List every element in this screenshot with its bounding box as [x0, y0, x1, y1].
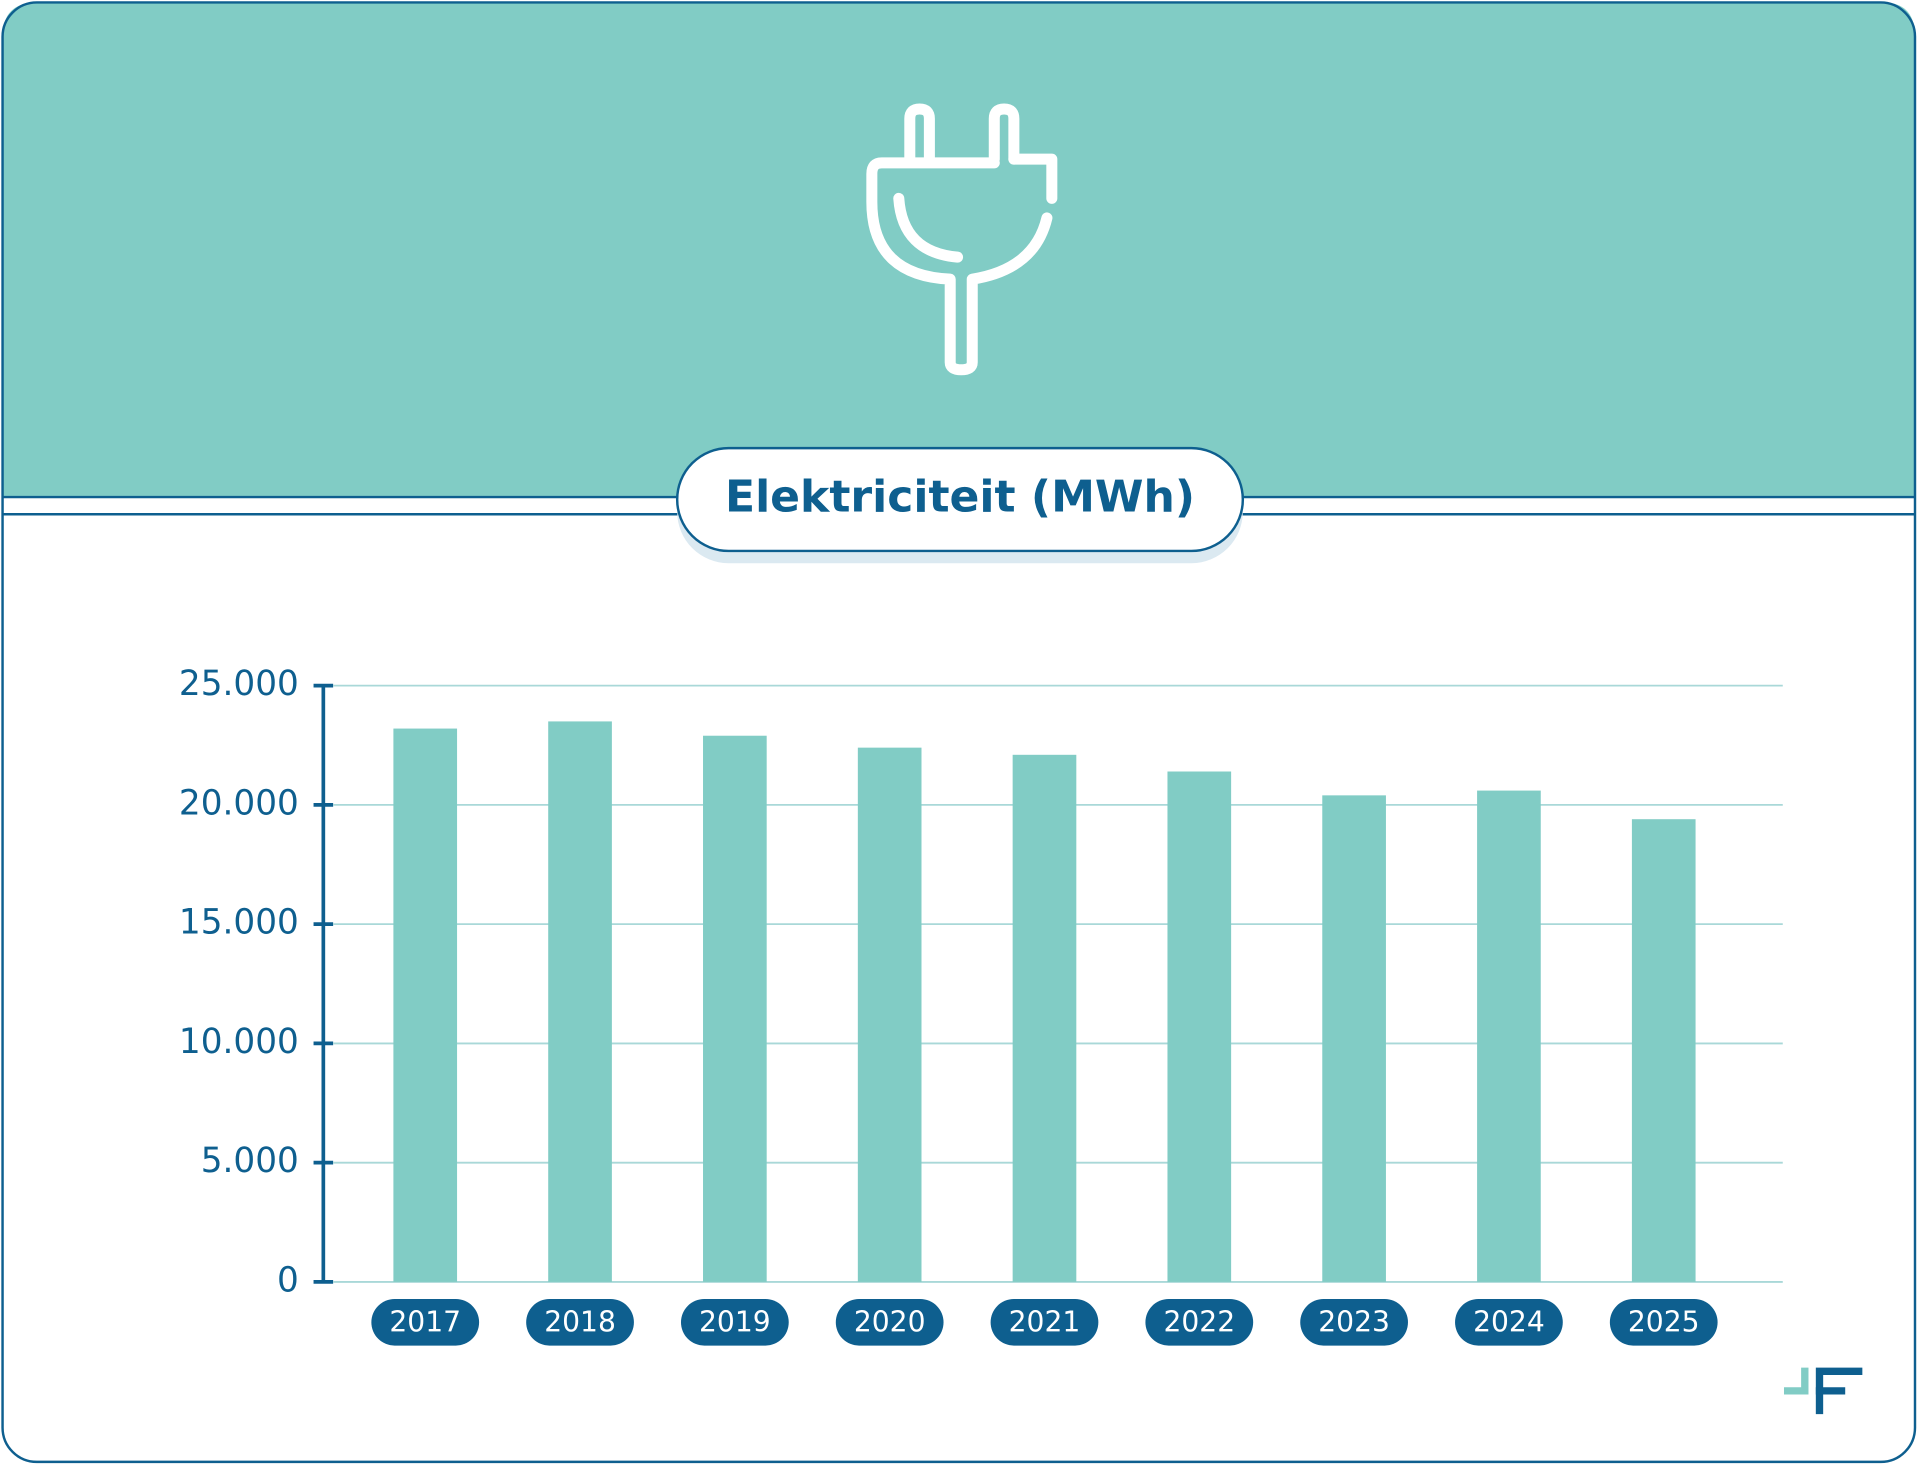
title-pill	[675, 446, 1245, 553]
y-tick-label: 20.000	[179, 783, 299, 823]
x-tick-label: 2024	[1473, 1306, 1545, 1339]
bar	[1167, 771, 1232, 1282]
header-band	[2, 2, 1915, 498]
x-label-pill	[1300, 1299, 1408, 1346]
chart-title: Elektriciteit (MWh)	[725, 472, 1195, 523]
bar	[1012, 754, 1077, 1282]
x-label-pill	[526, 1299, 634, 1346]
bar	[393, 728, 458, 1282]
x-tick-label: 2023	[1318, 1306, 1390, 1339]
y-tick-label: 25.000	[179, 664, 299, 704]
x-label-pill	[371, 1299, 480, 1346]
bar	[1477, 790, 1541, 1282]
y-tick-label: 15.000	[179, 903, 299, 943]
x-label-pill	[1145, 1299, 1254, 1346]
x-label-pill	[1609, 1299, 1718, 1346]
logo	[1783, 1367, 1863, 1415]
x-label-pill	[1455, 1299, 1563, 1346]
y-tick-label: 5.000	[201, 1141, 299, 1181]
x-tick-label: 2025	[1628, 1306, 1700, 1339]
bar	[548, 721, 612, 1282]
bar	[703, 735, 767, 1282]
plug-icon	[866, 103, 1058, 376]
bar	[857, 747, 922, 1282]
x-label-pill	[990, 1299, 1099, 1346]
bar	[1631, 819, 1696, 1282]
x-tick-label: 2019	[699, 1306, 771, 1339]
x-tick-label: 2022	[1163, 1306, 1235, 1339]
x-label-pill	[835, 1299, 944, 1346]
x-tick-label: 2017	[389, 1306, 461, 1339]
x-tick-label: 2018	[544, 1306, 616, 1339]
x-tick-label: 2021	[1009, 1306, 1081, 1339]
x-tick-label: 2020	[854, 1306, 926, 1339]
x-label-pill	[680, 1299, 789, 1346]
bar	[1322, 795, 1386, 1282]
y-tick-label: 10.000	[179, 1022, 299, 1062]
y-tick-label: 0	[277, 1260, 299, 1300]
